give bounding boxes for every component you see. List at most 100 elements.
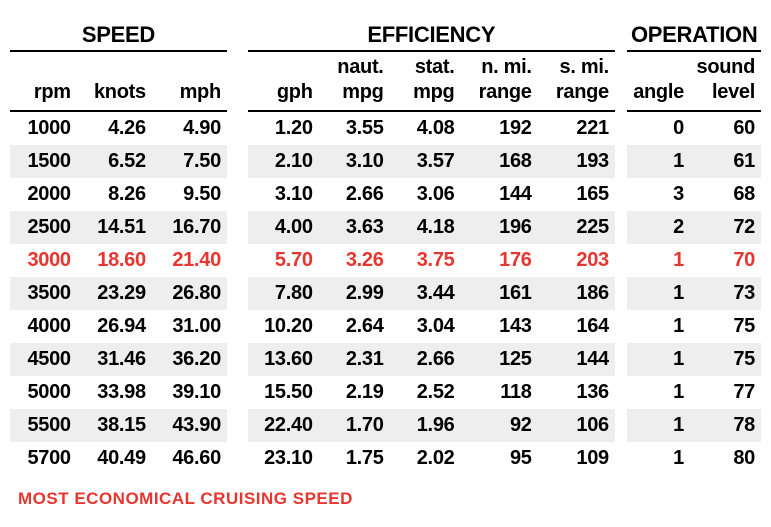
gap (227, 18, 248, 51)
cell-angle: 1 (627, 409, 690, 442)
footnote: MOST ECONOMICAL CRUISING SPEED (10, 475, 761, 509)
cell-nrange: 196 (460, 211, 537, 244)
cell-sound: 60 (690, 111, 761, 145)
table-row: 350023.2926.807.802.993.44161186173 (10, 277, 761, 310)
cell-nrange: 125 (460, 343, 537, 376)
cell-rpm: 5700 (10, 442, 77, 475)
gap (615, 18, 628, 51)
gap (615, 111, 628, 145)
cell-gph: 22.40 (248, 409, 319, 442)
cell-nmpg: 2.19 (319, 376, 390, 409)
cell-nrange: 143 (460, 310, 537, 343)
table-row: 450031.4636.2013.602.312.66125144175 (10, 343, 761, 376)
hdr-sound-l1: sound (690, 51, 761, 80)
cell-gph: 13.60 (248, 343, 319, 376)
cell-angle: 1 (627, 310, 690, 343)
cell-sound: 61 (690, 145, 761, 178)
cell-angle: 2 (627, 211, 690, 244)
cell-sound: 75 (690, 310, 761, 343)
cell-gph: 23.10 (248, 442, 319, 475)
gap (227, 211, 248, 244)
table-row: 20008.269.503.102.663.06144165368 (10, 178, 761, 211)
cell-smpg: 3.44 (390, 277, 461, 310)
table-row: 400026.9431.0010.202.643.04143164175 (10, 310, 761, 343)
cell-angle: 1 (627, 244, 690, 277)
cell-smpg: 4.08 (390, 111, 461, 145)
cell-smpg: 1.96 (390, 409, 461, 442)
cell-srange: 225 (538, 211, 615, 244)
hdr-mph-l1 (152, 51, 227, 80)
gap (615, 310, 628, 343)
hdr-smpg-l1: stat. (390, 51, 461, 80)
cell-gph: 10.20 (248, 310, 319, 343)
cell-angle: 1 (627, 442, 690, 475)
hdr-smpg-l2: mpg (390, 80, 461, 111)
cell-srange: 193 (538, 145, 615, 178)
cell-srange: 186 (538, 277, 615, 310)
cell-knots: 18.60 (77, 244, 152, 277)
cell-rpm: 3000 (10, 244, 77, 277)
cell-knots: 6.52 (77, 145, 152, 178)
hdr-nmpg-l1: naut. (319, 51, 390, 80)
hdr-nmpg-l2: mpg (319, 80, 390, 111)
cell-nrange: 176 (460, 244, 537, 277)
cell-smpg: 3.57 (390, 145, 461, 178)
gap (615, 409, 628, 442)
cell-knots: 23.29 (77, 277, 152, 310)
cell-rpm: 3500 (10, 277, 77, 310)
cell-knots: 4.26 (77, 111, 152, 145)
cell-knots: 33.98 (77, 376, 152, 409)
cell-angle: 0 (627, 111, 690, 145)
cell-sound: 68 (690, 178, 761, 211)
cell-srange: 164 (538, 310, 615, 343)
cell-nmpg: 3.55 (319, 111, 390, 145)
gap (615, 343, 628, 376)
cell-sound: 73 (690, 277, 761, 310)
gap (227, 310, 248, 343)
cell-rpm: 5000 (10, 376, 77, 409)
cell-gph: 5.70 (248, 244, 319, 277)
cell-angle: 3 (627, 178, 690, 211)
cell-knots: 38.15 (77, 409, 152, 442)
gap (615, 51, 628, 80)
group-operation: OPERATION (627, 18, 761, 51)
cell-mph: 21.40 (152, 244, 227, 277)
cell-rpm: 1500 (10, 145, 77, 178)
hdr-knots-l1 (77, 51, 152, 80)
cell-srange: 165 (538, 178, 615, 211)
gap (227, 442, 248, 475)
cell-angle: 1 (627, 145, 690, 178)
gap (227, 178, 248, 211)
cell-nmpg: 2.66 (319, 178, 390, 211)
performance-table: SPEED EFFICIENCY OPERATION naut. stat. n… (10, 18, 761, 475)
cell-knots: 8.26 (77, 178, 152, 211)
gap (227, 51, 248, 80)
cell-mph: 26.80 (152, 277, 227, 310)
cell-smpg: 2.02 (390, 442, 461, 475)
gap (227, 111, 248, 145)
hdr-nrange-l1: n. mi. (460, 51, 537, 80)
gap (615, 277, 628, 310)
cell-rpm: 1000 (10, 111, 77, 145)
hdr-nrange-l2: range (460, 80, 537, 111)
gap (615, 244, 628, 277)
cell-nrange: 92 (460, 409, 537, 442)
cell-nrange: 192 (460, 111, 537, 145)
cell-nmpg: 1.70 (319, 409, 390, 442)
hdr-mph-l2: mph (152, 80, 227, 111)
hdr-angle-l2: angle (627, 80, 690, 111)
group-speed: SPEED (10, 18, 227, 51)
gap (615, 145, 628, 178)
cell-angle: 1 (627, 343, 690, 376)
hdr-gph-l2: gph (248, 80, 319, 111)
cell-rpm: 5500 (10, 409, 77, 442)
cell-smpg: 4.18 (390, 211, 461, 244)
gap (227, 376, 248, 409)
gap (227, 244, 248, 277)
gap (615, 211, 628, 244)
hdr-sound-l2: level (690, 80, 761, 111)
cell-nrange: 144 (460, 178, 537, 211)
cell-sound: 77 (690, 376, 761, 409)
cell-gph: 4.00 (248, 211, 319, 244)
cell-knots: 40.49 (77, 442, 152, 475)
